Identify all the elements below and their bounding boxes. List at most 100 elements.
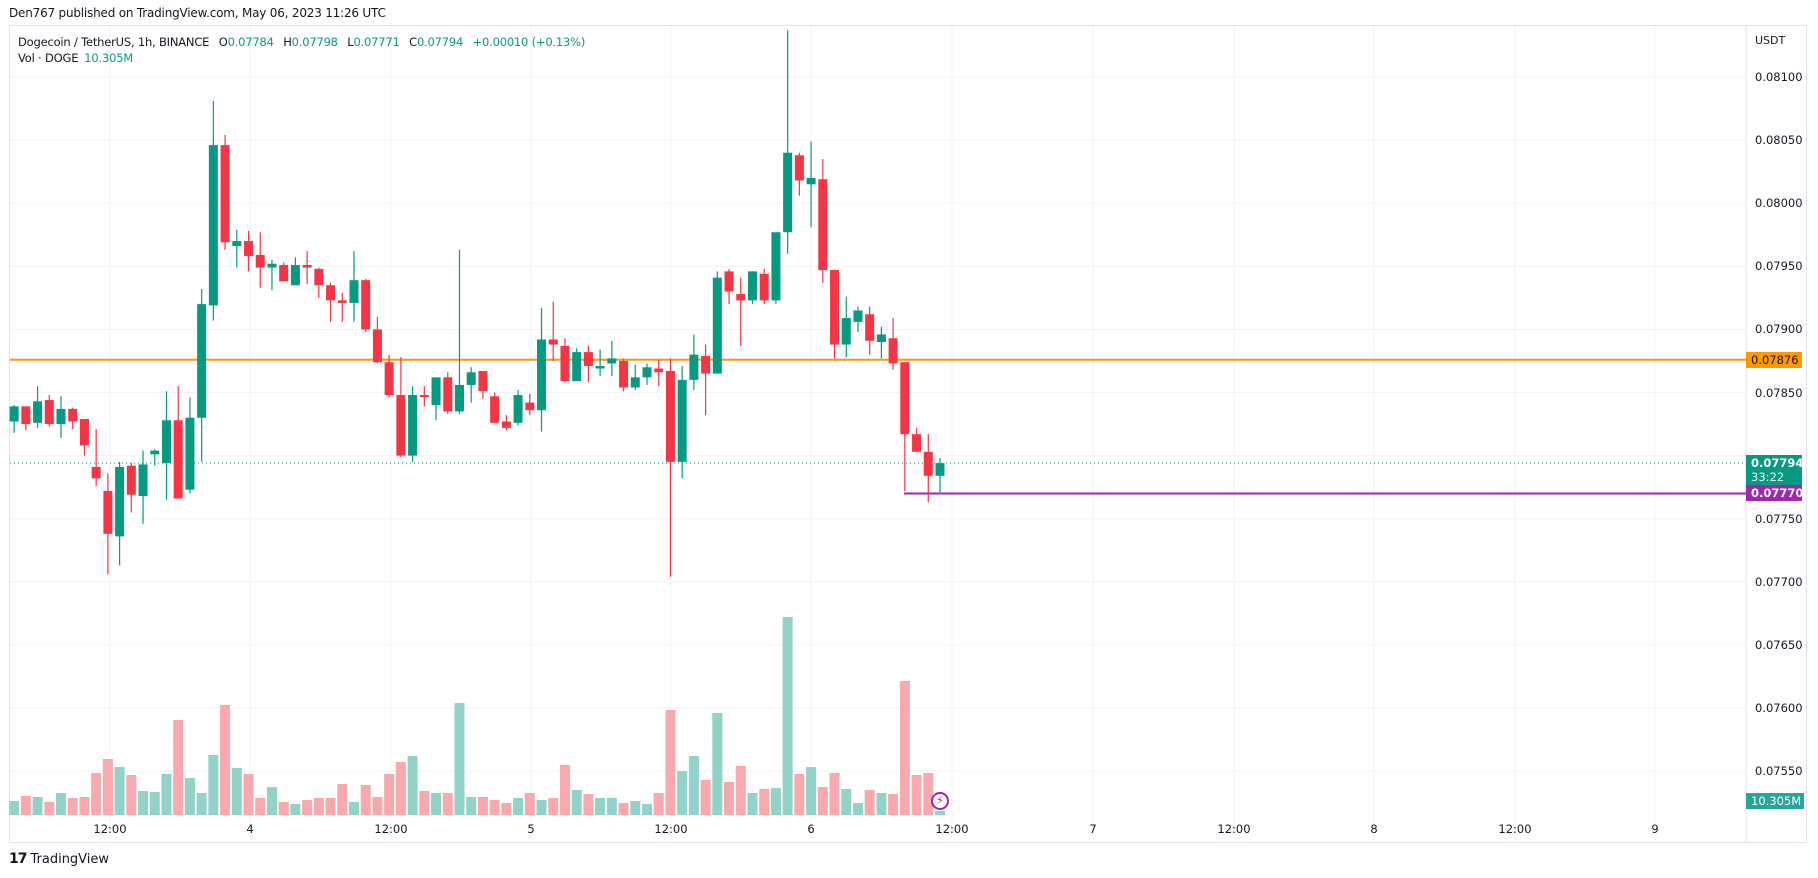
symbol-title[interactable]: Dogecoin / TetherUS, 1h, BINANCE	[18, 35, 210, 49]
price-tick-label: 0.07650	[1755, 637, 1803, 652]
candle-body	[595, 365, 605, 369]
candle-body	[935, 463, 945, 476]
currency-label: USDT	[1755, 34, 1786, 47]
volume-bar	[794, 774, 805, 815]
volume-bar	[431, 793, 442, 815]
candle-body	[21, 406, 31, 425]
volume-bar	[372, 797, 383, 815]
volume-bar	[454, 703, 465, 815]
candle-body	[677, 379, 687, 462]
volume-bar	[899, 681, 910, 815]
candle-body	[220, 145, 230, 243]
volume-bar	[712, 713, 723, 815]
candle-body	[208, 145, 218, 306]
volume-bar	[91, 773, 102, 815]
volume-bar	[184, 778, 195, 815]
volume-bar	[477, 797, 488, 815]
candle-body	[56, 408, 66, 425]
candle-body	[501, 421, 511, 428]
close-label: C	[409, 35, 417, 49]
candle-body	[408, 395, 418, 456]
open-value: 0.07784	[227, 35, 274, 49]
candle-body	[736, 294, 746, 301]
tradingview-mark-icon: 17	[9, 851, 28, 867]
price-tick-label: 0.08100	[1755, 70, 1803, 84]
candle-body	[771, 232, 781, 301]
candle-body	[923, 451, 933, 476]
volume-label[interactable]: Vol · DOGE	[18, 51, 79, 65]
candle-body	[865, 314, 875, 341]
volume-bar	[735, 766, 746, 815]
candle-body	[384, 362, 394, 396]
price-tick-label: 0.07550	[1755, 764, 1803, 779]
time-tick-label: 12:00	[654, 822, 688, 836]
volume-bar	[595, 798, 606, 815]
price-tick-label: 0.07750	[1755, 511, 1803, 526]
volume-bar	[829, 773, 840, 815]
volume-bar	[384, 774, 395, 815]
candle-body	[900, 362, 910, 435]
time-tick-label: 5	[527, 822, 535, 836]
candle-body	[173, 420, 183, 499]
volume-bar	[817, 787, 828, 815]
volume-bar	[208, 755, 219, 815]
tradingview-logo[interactable]: 17 TradingView	[9, 851, 109, 867]
candle-body	[372, 329, 382, 363]
volume-bar	[337, 784, 348, 815]
volume-bar	[395, 762, 406, 815]
candle-body	[115, 466, 125, 537]
candle-body	[876, 334, 886, 343]
volume-bar	[44, 802, 55, 815]
volume-bar	[583, 794, 594, 815]
candle-body	[314, 268, 324, 286]
price-tick-label: 0.08000	[1755, 196, 1803, 211]
low-label: L	[347, 35, 354, 49]
candle-body	[68, 408, 78, 422]
volume-bar	[724, 782, 735, 815]
candle-body	[337, 300, 347, 303]
volume-bar	[806, 767, 817, 815]
volume-bar	[688, 756, 699, 815]
time-tick-label: 12:00	[935, 822, 969, 836]
candle-body	[290, 265, 300, 286]
candle-body	[138, 464, 148, 496]
volume-bar	[442, 793, 453, 815]
volume-bar	[114, 767, 125, 815]
candle-body	[665, 371, 675, 462]
price-tick-label: 0.07950	[1755, 259, 1803, 274]
time-tick-label: 12:00	[1498, 822, 1532, 836]
candle-body	[654, 368, 664, 373]
volume-bar	[149, 792, 160, 815]
volume-bar	[126, 775, 137, 815]
published-by-line: Den767 published on TradingView.com, May…	[9, 6, 386, 20]
candle-body	[712, 277, 722, 374]
volume-bar	[876, 793, 887, 815]
candle-body	[548, 339, 558, 345]
candle-body	[830, 270, 840, 345]
last-price-value: 0.07794	[1751, 456, 1804, 470]
volume-bar	[935, 811, 945, 815]
candle-body	[9, 406, 19, 422]
volume-bar	[360, 785, 371, 815]
volume-bar	[759, 789, 770, 815]
volume-bar	[102, 759, 113, 815]
candle-body	[267, 263, 277, 268]
time-tick-label: 7	[1089, 822, 1097, 836]
candle-body	[630, 377, 640, 388]
last-price-label: 0.07794 33:22	[1746, 455, 1804, 486]
volume-bar	[243, 774, 254, 815]
high-value: 0.07798	[291, 35, 338, 49]
lightning-icon[interactable]: ⚡	[931, 792, 949, 810]
volume-bar	[548, 798, 559, 815]
volume-bar	[841, 789, 852, 815]
time-tick-label: 12:00	[93, 822, 127, 836]
candle-body	[513, 395, 523, 423]
time-tick-label: 4	[246, 822, 254, 836]
volume-bar	[606, 798, 617, 815]
candle-body	[419, 395, 429, 398]
orange-line-price-label: 0.07876	[1746, 352, 1802, 368]
candle-body	[806, 177, 816, 185]
tradingview-brand: TradingView	[30, 851, 110, 867]
time-tick-label: 12:00	[1217, 822, 1251, 836]
